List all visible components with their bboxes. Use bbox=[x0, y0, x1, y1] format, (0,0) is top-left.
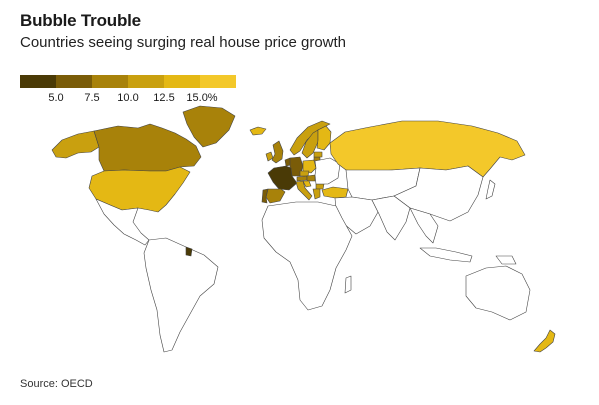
legend-tick-labels: 5.0 7.5 10.0 12.5 15.0% bbox=[20, 92, 236, 108]
region-iceland bbox=[249, 126, 267, 136]
region-poland bbox=[302, 159, 317, 174]
legend-tick-label: 15.0% bbox=[186, 92, 218, 104]
region-hungary bbox=[306, 174, 316, 182]
color-legend: 5.0 7.5 10.0 12.5 15.0% bbox=[20, 75, 236, 108]
region-bulgaria bbox=[315, 183, 325, 190]
legend-tick-label: 5.0 bbox=[48, 92, 64, 104]
region-south-asia bbox=[371, 195, 411, 241]
legend-color-scale bbox=[20, 75, 236, 88]
world-map bbox=[51, 105, 556, 353]
legend-swatch-1 bbox=[56, 75, 92, 88]
region-papua bbox=[495, 255, 517, 265]
region-canada bbox=[93, 123, 202, 172]
region-south-america bbox=[143, 237, 219, 353]
page-subtitle: Countries seeing surging real house pric… bbox=[20, 34, 347, 51]
region-portugal bbox=[261, 188, 269, 204]
region-turkey bbox=[321, 186, 349, 199]
region-greenland bbox=[182, 105, 236, 148]
region-united-states bbox=[88, 166, 191, 213]
legend-swatch-0 bbox=[20, 75, 56, 88]
region-east-asia bbox=[393, 165, 484, 222]
region-madagascar bbox=[344, 275, 352, 294]
region-southeast-asia bbox=[409, 207, 439, 244]
legend-tick-label: 10.0 bbox=[117, 92, 139, 104]
source-note: Source: OECD bbox=[20, 378, 93, 390]
region-australia bbox=[465, 265, 531, 321]
region-france bbox=[267, 165, 298, 191]
legend-swatch-5 bbox=[200, 75, 236, 88]
legend-tick-label: 7.5 bbox=[84, 92, 100, 104]
region-finland bbox=[316, 125, 332, 151]
region-austria bbox=[296, 175, 308, 182]
region-latvia bbox=[313, 151, 323, 158]
legend-swatch-3 bbox=[128, 75, 164, 88]
region-africa bbox=[261, 201, 353, 311]
region-indonesia bbox=[419, 247, 473, 263]
region-alaska bbox=[51, 130, 100, 159]
region-eastern-europe bbox=[314, 157, 341, 185]
region-french-guiana bbox=[185, 246, 193, 257]
region-italy bbox=[295, 180, 313, 201]
legend-swatch-4 bbox=[164, 75, 200, 88]
legend-swatch-2 bbox=[92, 75, 128, 88]
region-croatia bbox=[302, 180, 312, 188]
region-czechia bbox=[299, 170, 310, 177]
region-japan bbox=[485, 179, 496, 200]
region-greece bbox=[312, 188, 321, 200]
page-title: Bubble Trouble bbox=[20, 11, 141, 30]
legend-tick-label: 12.5 bbox=[153, 92, 175, 104]
region-united-kingdom bbox=[271, 140, 284, 164]
region-spain bbox=[265, 188, 286, 204]
region-new-zealand bbox=[533, 329, 556, 353]
